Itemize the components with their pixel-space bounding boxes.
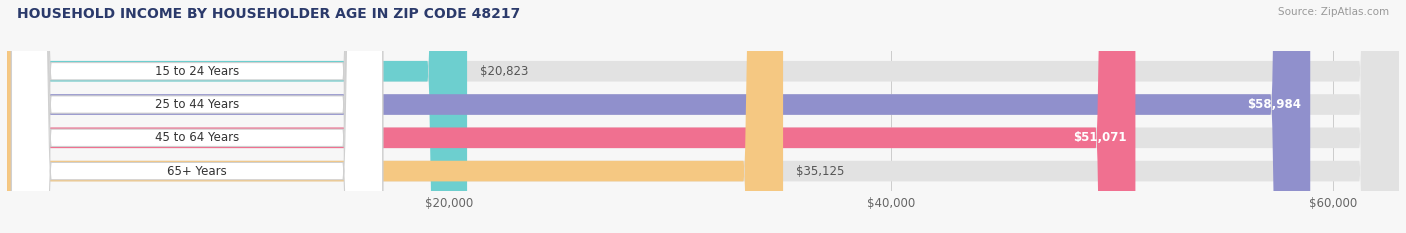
- FancyBboxPatch shape: [11, 0, 382, 233]
- FancyBboxPatch shape: [7, 0, 1399, 233]
- Text: 65+ Years: 65+ Years: [167, 164, 226, 178]
- FancyBboxPatch shape: [7, 0, 1399, 233]
- FancyBboxPatch shape: [11, 0, 382, 233]
- FancyBboxPatch shape: [7, 0, 1310, 233]
- Text: 25 to 44 Years: 25 to 44 Years: [155, 98, 239, 111]
- FancyBboxPatch shape: [7, 0, 1136, 233]
- Text: 45 to 64 Years: 45 to 64 Years: [155, 131, 239, 144]
- Text: $51,071: $51,071: [1073, 131, 1126, 144]
- Text: 15 to 24 Years: 15 to 24 Years: [155, 65, 239, 78]
- FancyBboxPatch shape: [11, 0, 382, 233]
- FancyBboxPatch shape: [11, 0, 382, 233]
- Text: $58,984: $58,984: [1247, 98, 1302, 111]
- Text: $20,823: $20,823: [481, 65, 529, 78]
- FancyBboxPatch shape: [7, 0, 783, 233]
- FancyBboxPatch shape: [7, 0, 1399, 233]
- Text: Source: ZipAtlas.com: Source: ZipAtlas.com: [1278, 7, 1389, 17]
- Text: HOUSEHOLD INCOME BY HOUSEHOLDER AGE IN ZIP CODE 48217: HOUSEHOLD INCOME BY HOUSEHOLDER AGE IN Z…: [17, 7, 520, 21]
- FancyBboxPatch shape: [7, 0, 467, 233]
- FancyBboxPatch shape: [7, 0, 1399, 233]
- Text: $35,125: $35,125: [796, 164, 845, 178]
